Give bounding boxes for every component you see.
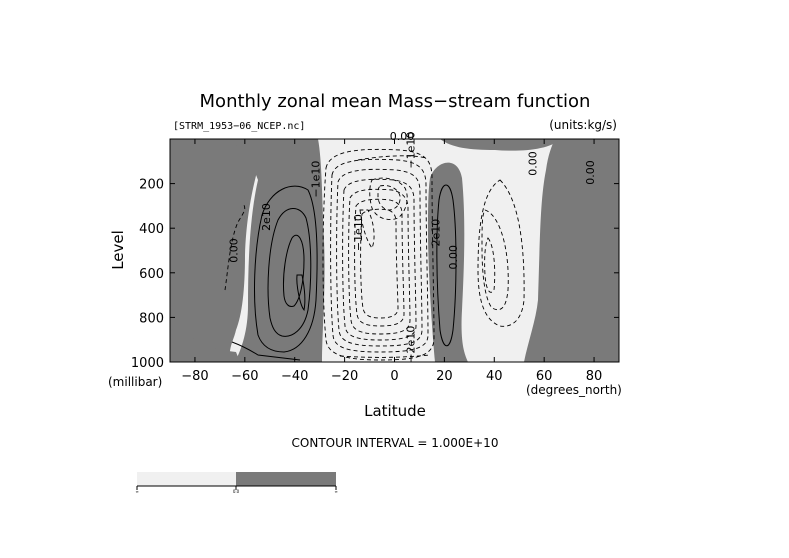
contour-label: 0.00 bbox=[584, 160, 597, 185]
contour-line bbox=[267, 208, 312, 337]
positive-region-north-polar bbox=[170, 139, 258, 362]
x-axis-title: Latitude bbox=[364, 402, 426, 420]
contour-line bbox=[342, 178, 417, 341]
x-tick-label: −20 bbox=[331, 369, 358, 384]
contour-label: 2e10 bbox=[260, 203, 273, 231]
contour-line bbox=[354, 198, 405, 327]
x-axis-units: (degrees_north) bbox=[526, 383, 622, 397]
chart-title: Monthly zonal mean Mass−stream function bbox=[200, 91, 591, 112]
y-tick-label: 1000 bbox=[131, 356, 164, 371]
contour-line bbox=[348, 188, 411, 335]
colorbar: ∞ 0.0 ∞ bbox=[135, 472, 338, 494]
contour-label: 0.00 bbox=[390, 130, 415, 143]
contour-label: 0.00 bbox=[227, 238, 240, 263]
contour-line bbox=[357, 155, 427, 161]
x-tick-label: 20 bbox=[436, 369, 453, 384]
y-axis-title: Level bbox=[109, 230, 127, 270]
file-label: [STRM_1953−06_NCEP.nc] bbox=[173, 121, 305, 132]
y-tick-label: 800 bbox=[139, 311, 164, 326]
colorbar-label-left: ∞ bbox=[135, 489, 138, 494]
contour-line bbox=[339, 354, 431, 358]
contour-labels: 0.002e100.00−1e10−1e10−1e10−2e102e100.00… bbox=[227, 130, 597, 363]
x-tick-label: 0 bbox=[390, 369, 398, 384]
x-tick-label: 80 bbox=[586, 369, 603, 384]
contour-label: −1e10 bbox=[310, 161, 323, 198]
contour-line bbox=[322, 148, 435, 361]
positive-region-south-polar bbox=[230, 139, 325, 362]
contour-line bbox=[231, 341, 301, 361]
y-tick-label: 200 bbox=[139, 178, 164, 193]
contour-line bbox=[283, 234, 305, 307]
contour-line bbox=[481, 209, 509, 311]
contour-line bbox=[360, 208, 399, 319]
contour-interval: CONTOUR INTERVAL = 1.000E+10 bbox=[292, 436, 499, 450]
contour-line bbox=[484, 237, 496, 293]
contour-label: 2e10 bbox=[429, 219, 442, 247]
positive-region-subtropics bbox=[524, 139, 619, 362]
contour-line bbox=[369, 177, 408, 220]
contour-line bbox=[296, 274, 306, 312]
contour-label: 0.00 bbox=[527, 151, 540, 176]
x-tick-label: 40 bbox=[486, 369, 503, 384]
colorbar-label-right: ∞ bbox=[334, 489, 337, 494]
colorbar-negative bbox=[137, 472, 236, 486]
positive-contours bbox=[231, 184, 457, 361]
x-tick-label: 60 bbox=[536, 369, 553, 384]
colorbar-positive bbox=[236, 472, 336, 486]
negative-contours bbox=[224, 148, 525, 361]
contour-label: 0.00 bbox=[447, 245, 460, 270]
x-tick-label: −60 bbox=[231, 369, 258, 384]
colorbar-label-middle: 0.0 bbox=[233, 489, 240, 494]
x-axis: −80 −60 −40 −20 0 20 40 60 80 bbox=[181, 139, 602, 384]
contour-line bbox=[436, 184, 457, 347]
contour-line bbox=[377, 185, 401, 211]
contour-line bbox=[359, 209, 375, 249]
x-tick-label: −40 bbox=[281, 369, 308, 384]
contour-field bbox=[170, 139, 619, 362]
contour-label: −1e10 bbox=[352, 214, 365, 251]
positive-region-top-band bbox=[440, 139, 560, 151]
units-label: (units:kg/s) bbox=[549, 118, 617, 132]
y-axis-units: (millibar) bbox=[108, 375, 162, 389]
y-tick-label: 400 bbox=[139, 222, 164, 237]
contour-label: −1e10 bbox=[404, 132, 417, 169]
x-tick-label: −80 bbox=[181, 369, 208, 384]
contour-line bbox=[254, 185, 318, 353]
positive-region-bottom-south bbox=[170, 328, 240, 362]
contour-label: −2e10 bbox=[404, 326, 417, 363]
contour-line bbox=[330, 158, 429, 353]
y-tick-label: 600 bbox=[139, 267, 164, 282]
y-axis: 200 400 600 800 1000 bbox=[131, 178, 619, 371]
